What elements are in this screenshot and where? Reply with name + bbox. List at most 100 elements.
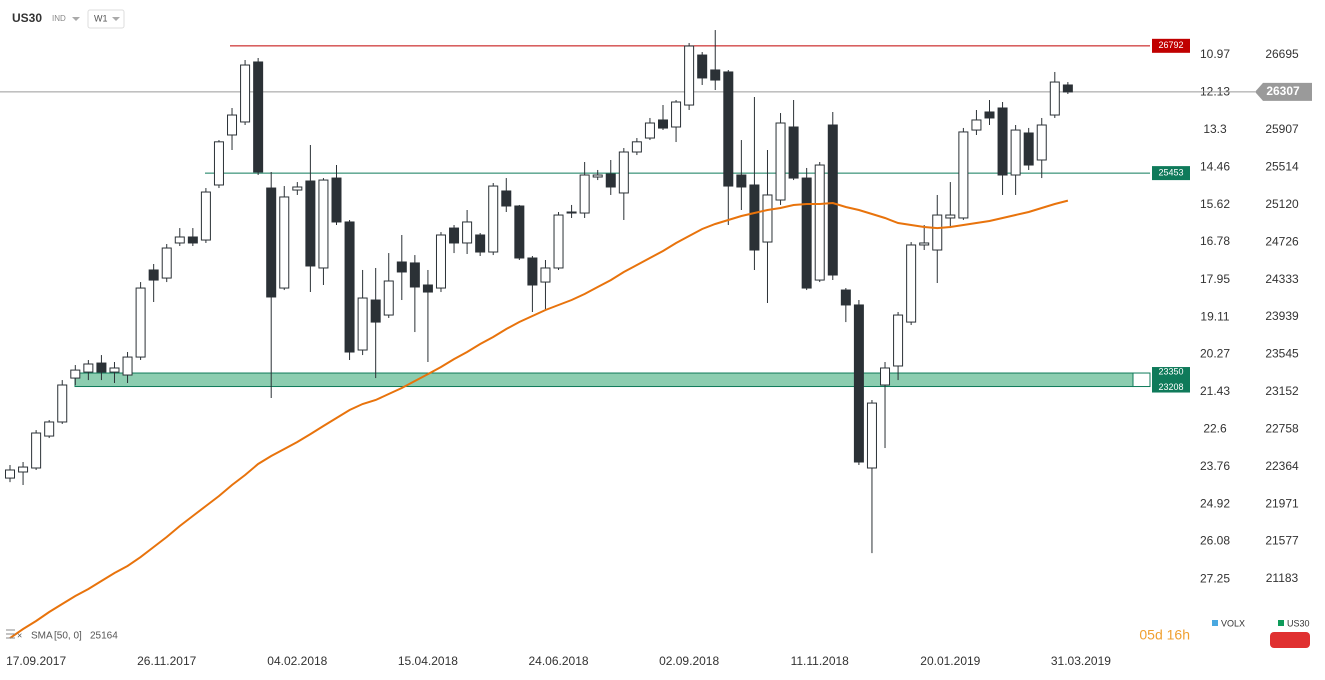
candle-body-up <box>5 469 15 479</box>
candle-body-down <box>449 227 460 244</box>
candle-body-down <box>305 180 316 267</box>
candle-body-down <box>527 257 538 286</box>
candle-body-up <box>109 367 120 373</box>
candle-body-down <box>997 107 1008 176</box>
candle-body-up <box>553 214 564 269</box>
candle-body-up <box>1049 81 1060 116</box>
x-tick-label: 15.04.2018 <box>398 654 458 668</box>
x-tick-label: 17.09.2017 <box>6 654 66 668</box>
candle-body-down <box>658 119 668 129</box>
candle-body-down <box>1062 84 1073 93</box>
candle-body-down <box>605 173 616 188</box>
timeframe-box[interactable] <box>87 9 125 29</box>
y2-tick-label: 15.62 <box>1200 197 1230 211</box>
candle-body-down <box>409 262 420 288</box>
y2-tick-label: 21.43 <box>1200 384 1230 398</box>
last-price-box <box>1255 82 1312 101</box>
sma-params: [50, 0] <box>54 631 82 642</box>
sma-value: 25164 <box>90 631 118 642</box>
y-tick-label: 21971 <box>1265 496 1299 510</box>
candle-body-up <box>57 384 68 423</box>
candle-body-up <box>227 114 238 136</box>
zone-bottom-label: 23208 <box>1158 382 1183 392</box>
candle-body-down <box>710 69 721 81</box>
x-tick-label: 20.01.2019 <box>920 654 980 668</box>
candle-body-down <box>723 71 734 187</box>
candle-body-up <box>971 119 982 131</box>
candle-body-up <box>488 185 499 253</box>
candle-body-up <box>866 402 877 469</box>
candle-body-up <box>292 186 303 191</box>
candle-body-up <box>592 174 603 178</box>
candle-body-up <box>357 297 368 351</box>
x-tick-label: 26.11.2017 <box>137 654 196 668</box>
candle-body-up <box>161 247 172 279</box>
candle-body-up <box>200 191 211 241</box>
candle-body-up <box>1010 129 1021 176</box>
sma-line <box>9 199 1069 639</box>
candle-body-down <box>370 299 381 323</box>
candle-body-up <box>18 466 29 473</box>
level-label-box <box>1152 166 1190 181</box>
candle-body-up <box>70 369 81 379</box>
candle-body-up <box>906 244 917 323</box>
y2-tick-label: 16.78 <box>1200 234 1230 248</box>
sma-name: SMA <box>31 631 53 642</box>
candle-body-down <box>396 261 407 273</box>
candle-body-up <box>631 141 642 153</box>
candle-body-up <box>945 214 956 219</box>
action-button[interactable] <box>1270 632 1310 648</box>
candle-body-down <box>853 304 864 463</box>
y2-tick-label: 27.25 <box>1200 571 1230 585</box>
x-tick-label: 04.02.2018 <box>267 654 327 668</box>
candle-body-up <box>240 64 251 123</box>
candle-body-down <box>566 211 577 214</box>
candle-body-down <box>148 269 159 281</box>
candle-body-down <box>801 177 812 289</box>
last-price-label: 26307 <box>1266 84 1300 98</box>
y-tick-label: 22364 <box>1265 459 1299 473</box>
candle-body-down <box>984 111 995 119</box>
y-tick-label: 23545 <box>1265 347 1299 361</box>
timeframe[interactable]: W1 <box>94 13 108 23</box>
zone-label-box <box>1152 367 1190 393</box>
y-tick-label: 23939 <box>1265 309 1299 323</box>
candle-body-down <box>840 289 851 306</box>
indicator-icon[interactable] <box>6 629 15 639</box>
level-label: 25453 <box>1158 167 1183 177</box>
y-tick-label: 23152 <box>1265 384 1299 398</box>
instrument[interactable]: IND <box>52 14 66 23</box>
x-tick-label: 31.03.2019 <box>1051 654 1111 668</box>
candle-body-down <box>253 61 264 173</box>
y-tick-label: 25907 <box>1265 122 1299 136</box>
y2-tick-label: 26.08 <box>1200 534 1230 548</box>
legend-swatch <box>1278 620 1284 626</box>
candle-body-up <box>135 287 146 358</box>
y-tick-label: 21183 <box>1266 571 1299 585</box>
candle-body-up <box>279 196 290 289</box>
plot: 10.9712.1313.314.4615.6216.7817.9519.112… <box>0 30 1312 668</box>
y-tick-label: 25514 <box>1265 159 1299 173</box>
y2-tick-label: 13.3 <box>1203 122 1227 136</box>
y-tick-label: 21577 <box>1265 534 1299 548</box>
candle-body-up <box>213 141 224 186</box>
candle-body-down <box>344 221 355 353</box>
candle-body-down <box>827 124 838 276</box>
legend-swatch <box>1212 620 1218 626</box>
candle-body-up <box>383 280 394 316</box>
y-tick-label: 25120 <box>1265 197 1299 211</box>
candle-body-up <box>762 194 773 243</box>
y-tick-label: 22758 <box>1265 421 1299 435</box>
candle-body-down <box>422 284 433 293</box>
candle-body-up <box>814 164 825 281</box>
candle-body-up <box>122 356 133 376</box>
symbol: US30 <box>12 11 42 25</box>
zone-top-label: 23350 <box>1158 366 1183 376</box>
candle-body-up <box>932 214 943 251</box>
zone-tail <box>1132 372 1151 388</box>
y-tick-label: 26695 <box>1265 47 1299 61</box>
legend-label: VOLX <box>1221 618 1245 628</box>
close-icon[interactable]: × <box>17 630 22 640</box>
candle-body-down <box>514 205 525 259</box>
candle-body-up <box>83 363 94 373</box>
